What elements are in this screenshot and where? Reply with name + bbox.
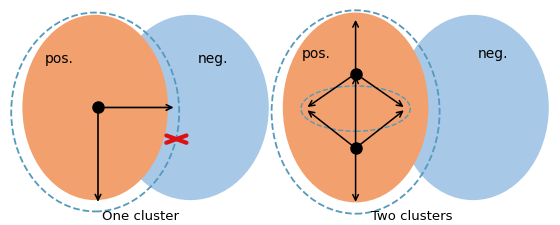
Text: Two clusters: Two clusters xyxy=(371,209,452,223)
Text: pos.: pos. xyxy=(302,47,331,61)
Text: One cluster: One cluster xyxy=(101,209,179,223)
Ellipse shape xyxy=(112,16,269,200)
Text: neg.: neg. xyxy=(478,47,508,61)
Ellipse shape xyxy=(398,16,549,200)
Text: neg.: neg. xyxy=(198,52,228,65)
Ellipse shape xyxy=(283,14,428,203)
Ellipse shape xyxy=(22,16,168,200)
Text: pos.: pos. xyxy=(44,52,73,65)
